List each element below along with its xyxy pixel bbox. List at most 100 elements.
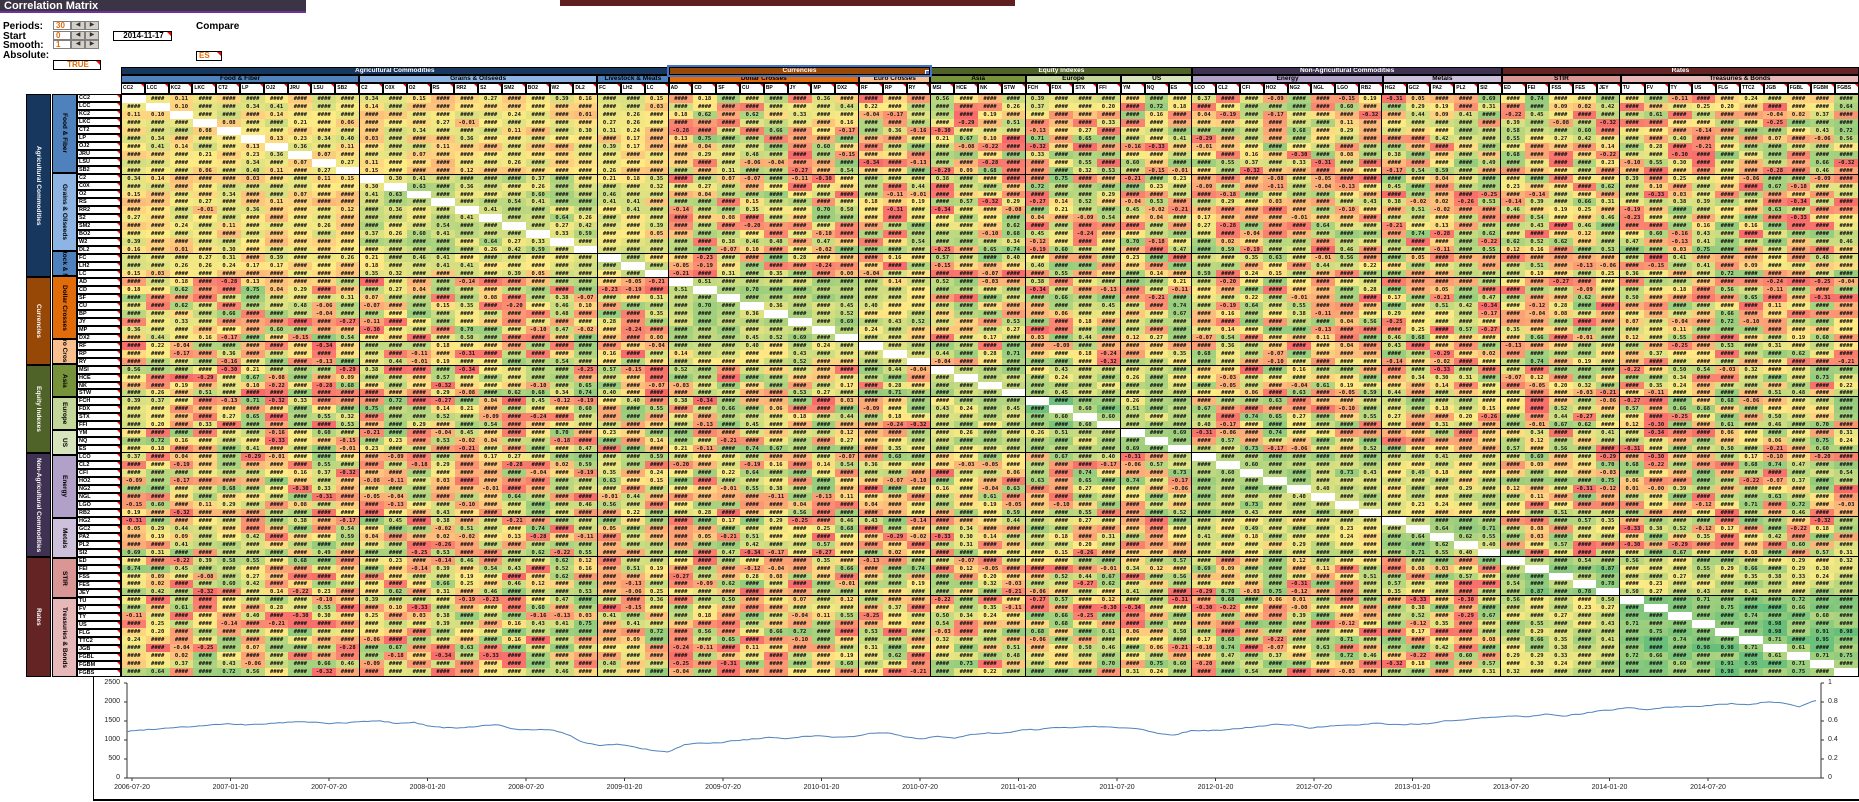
matrix-cell[interactable]: #### (1572, 564, 1597, 573)
matrix-cell[interactable]: #### (1548, 246, 1573, 255)
matrix-cell[interactable]: 0.29 (431, 461, 455, 470)
matrix-cell[interactable]: 0.52 (1548, 405, 1573, 414)
matrix-cell[interactable]: #### (264, 469, 289, 478)
matrix-cell[interactable]: #### (1667, 126, 1692, 135)
matrix-cell[interactable]: #### (1715, 198, 1740, 207)
matrix-cell[interactable]: #### (1382, 445, 1407, 454)
matrix-cell[interactable]: #### (122, 293, 146, 302)
matrix-cell[interactable]: #### (787, 270, 812, 279)
matrix-cell[interactable]: 0.69 (1120, 445, 1145, 454)
matrix-cell[interactable]: #### (668, 453, 693, 462)
matrix-cell[interactable]: #### (526, 437, 551, 446)
matrix-cell[interactable]: #### (1739, 286, 1763, 294)
matrix-cell[interactable]: #### (478, 166, 503, 175)
matrix-cell[interactable]: #### (312, 524, 337, 533)
matrix-cell[interactable]: -0.24 (811, 262, 836, 271)
matrix-cell[interactable]: -0.27 (1025, 198, 1050, 207)
matrix-cell[interactable]: 0.04 (1334, 317, 1359, 326)
matrix-cell[interactable]: #### (1215, 397, 1240, 406)
matrix-cell[interactable]: #### (1477, 118, 1502, 127)
row-ticker-RR2[interactable]: RR2 (77, 205, 121, 214)
matrix-cell[interactable]: #### (954, 341, 979, 350)
matrix-cell[interactable]: #### (882, 301, 907, 310)
matrix-cell[interactable]: #### (1073, 206, 1097, 215)
matrix-cell[interactable]: #### (478, 102, 503, 111)
matrix-cell[interactable]: #### (1691, 572, 1716, 581)
matrix-cell[interactable]: #### (1001, 572, 1026, 581)
matrix-cell[interactable]: #### (1049, 484, 1074, 493)
matrix-cell[interactable]: #### (668, 246, 693, 255)
matrix-cell[interactable]: #### (1215, 500, 1240, 509)
matrix-cell[interactable]: #### (1144, 254, 1169, 263)
matrix-cell[interactable]: #### (954, 484, 979, 493)
matrix-cell[interactable]: 0.26 (193, 262, 218, 271)
matrix-cell[interactable]: 0.68 (1620, 461, 1644, 470)
matrix-cell[interactable]: #### (1406, 413, 1430, 422)
matrix-cell[interactable]: #### (1786, 190, 1811, 199)
matrix-cell[interactable]: #### (1429, 477, 1454, 485)
matrix-cell[interactable]: #### (1263, 102, 1288, 111)
matrix-cell[interactable]: #### (383, 389, 408, 398)
matrix-cell[interactable]: 0.11 (264, 198, 289, 207)
matrix-cell[interactable]: #### (1477, 469, 1502, 478)
matrix-cell[interactable]: #### (1073, 110, 1097, 119)
matrix-cell[interactable]: #### (882, 230, 907, 239)
matrix-cell[interactable]: #### (811, 222, 836, 231)
matrix-cell[interactable]: #### (1810, 381, 1835, 390)
matrix-cell[interactable]: #### (550, 532, 574, 541)
matrix-cell[interactable]: 0.26 (312, 222, 337, 231)
matrix-cell[interactable]: #### (1239, 492, 1264, 501)
matrix-cell[interactable]: #### (288, 254, 313, 263)
matrix-cell[interactable]: #### (312, 540, 337, 549)
matrix-cell[interactable]: #### (859, 381, 883, 390)
matrix-cell[interactable]: #### (1001, 429, 1026, 438)
matrix-cell[interactable]: #### (1667, 492, 1692, 501)
matrix-cell[interactable]: #### (478, 532, 503, 541)
matrix-cell[interactable]: #### (478, 580, 503, 589)
matrix-cell[interactable]: #### (621, 182, 646, 191)
matrix-cell[interactable]: #### (1025, 349, 1050, 358)
matrix-cell[interactable]: 0.57 (1572, 516, 1597, 525)
matrix-cell[interactable]: 0.01 (573, 110, 598, 119)
matrix-cell[interactable]: #### (740, 492, 765, 501)
matrix-cell[interactable]: -0.30 (288, 484, 313, 493)
matrix-cell[interactable]: #### (1572, 95, 1597, 103)
matrix-cell[interactable]: #### (383, 508, 408, 517)
matrix-cell[interactable]: -0.04 (1120, 198, 1145, 207)
matrix-cell[interactable]: #### (550, 246, 574, 255)
matrix-cell[interactable]: #### (1620, 126, 1644, 135)
matrix-cell[interactable]: #### (1667, 556, 1692, 565)
matrix-cell[interactable]: 0.16 (573, 564, 598, 573)
matrix-cell[interactable]: #### (1049, 278, 1074, 286)
matrix-cell[interactable]: 0.50 (1715, 445, 1740, 454)
matrix-cell[interactable]: #### (1097, 126, 1121, 135)
matrix-cell[interactable]: -0.22 (169, 556, 194, 565)
matrix-cell[interactable]: #### (1691, 429, 1716, 438)
matrix-cell[interactable]: #### (240, 190, 265, 199)
matrix-cell[interactable]: #### (1762, 548, 1787, 557)
matrix-cell[interactable]: #### (1334, 198, 1359, 207)
matrix-cell[interactable]: 0.59 (336, 532, 360, 541)
matrix-cell[interactable]: #### (1144, 365, 1169, 374)
matrix-cell[interactable]: #### (1097, 278, 1121, 286)
matrix-cell[interactable]: #### (1073, 293, 1097, 302)
matrix-cell[interactable]: #### (1501, 588, 1526, 597)
matrix-cell[interactable]: #### (169, 254, 194, 263)
matrix-cell[interactable]: 0.25 (1572, 206, 1597, 215)
matrix-cell[interactable]: #### (383, 469, 408, 478)
matrix-cell[interactable]: #### (264, 413, 289, 422)
matrix-cell[interactable]: #### (122, 142, 146, 151)
matrix-cell[interactable]: #### (1334, 397, 1359, 406)
matrix-cell[interactable]: #### (478, 516, 503, 525)
matrix-cell[interactable]: -0.34 (859, 158, 883, 167)
matrix-cell[interactable]: #### (145, 190, 170, 199)
matrix-cell[interactable]: #### (1239, 556, 1264, 565)
matrix-cell[interactable]: 0.07 (288, 190, 313, 199)
matrix-cell[interactable]: #### (1334, 230, 1359, 239)
matrix-cell[interactable]: #### (978, 413, 1002, 422)
matrix-cell[interactable]: #### (1263, 381, 1288, 390)
matrix-cell[interactable]: -0.17 (169, 477, 194, 485)
column-ticker-NG2[interactable]: NG2 (1287, 83, 1312, 94)
matrix-cell[interactable]: #### (217, 596, 241, 605)
matrix-cell[interactable]: #### (193, 102, 218, 111)
